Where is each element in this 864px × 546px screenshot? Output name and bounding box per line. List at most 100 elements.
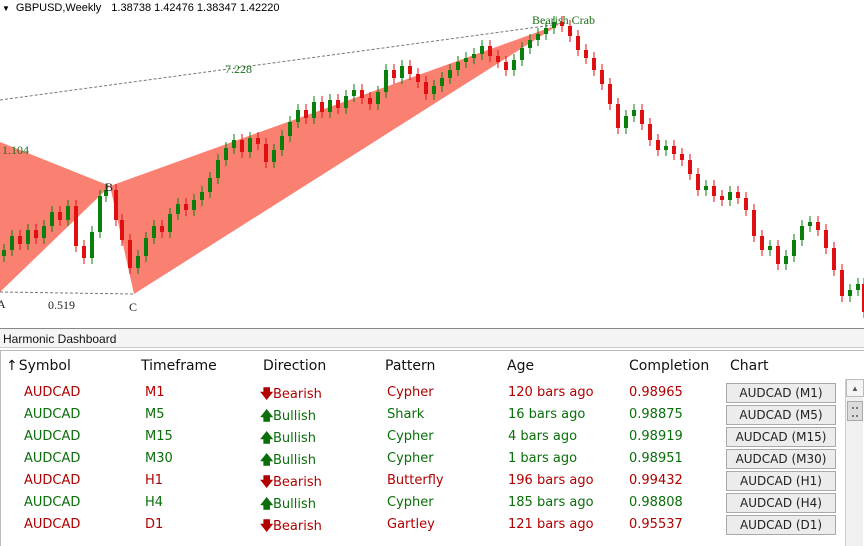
bullish-candle: [176, 204, 180, 214]
cell-pattern: Gartley: [387, 517, 435, 532]
cell-pattern: Cypher: [387, 451, 434, 466]
bullish-candle: [520, 48, 524, 60]
bullish-candle: [544, 28, 548, 34]
column-header-timeframe[interactable]: Timeframe: [141, 358, 217, 374]
bearish-candle: [736, 192, 740, 198]
bullish-candle: [104, 190, 108, 196]
bullish-candle: [312, 102, 316, 118]
chart-canvas[interactable]: [0, 0, 864, 326]
bearish-candle: [336, 100, 340, 108]
bullish-candle: [432, 86, 436, 94]
cell-timeframe: D1: [145, 517, 164, 532]
cell-direction: 🡇Bearish: [260, 473, 322, 495]
point-b-label: B: [105, 180, 114, 194]
bearish-candle: [816, 222, 820, 230]
dropdown-triangle-icon[interactable]: ▼: [2, 3, 10, 13]
price-chart[interactable]: ▼ GBPUSD,Weekly 1.38738 1.42476 1.38347 …: [0, 0, 864, 326]
bearish-candle: [840, 270, 844, 296]
panel-title-bar[interactable]: Harmonic Dashboard: [0, 328, 864, 348]
column-header-completion[interactable]: Completion: [629, 358, 709, 374]
bullish-candle: [10, 236, 14, 250]
bullish-candle: [376, 92, 380, 104]
open-chart-button[interactable]: AUDCAD (H4): [726, 493, 836, 513]
scroll-thumb[interactable]: [847, 401, 863, 421]
column-header-chart[interactable]: Chart: [730, 358, 768, 374]
dashboard-table: ↑Symbol Timeframe Direction Pattern Age Compl…: [0, 350, 864, 546]
cell-age: 185 bars ago: [508, 495, 594, 510]
bullish-candle: [98, 196, 102, 232]
bullish-candle: [848, 290, 852, 296]
bearish-candle: [240, 140, 244, 152]
cell-direction: 🡅Bullish: [260, 495, 316, 517]
cell-symbol: AUDCAD: [24, 473, 81, 488]
cell-completion: 0.95537: [629, 517, 683, 532]
bearish-candle: [160, 226, 164, 232]
harmonic-pattern: [0, 23, 561, 295]
bearish-candle: [304, 110, 308, 118]
pattern-label: Bearish Crab: [532, 13, 595, 27]
cell-completion: 0.98919: [629, 429, 683, 444]
open-chart-button[interactable]: AUDCAD (M15): [726, 427, 836, 447]
bullish-candle: [224, 148, 228, 160]
cell-direction: 🡅Bullish: [260, 407, 316, 429]
open-chart-button[interactable]: AUDCAD (H1): [726, 471, 836, 491]
open-chart-button[interactable]: AUDCAD (M30): [726, 449, 836, 469]
bullish-candle: [136, 256, 140, 268]
direction-label: Bullish: [273, 497, 317, 512]
bullish-candle: [800, 226, 804, 240]
bearish-candle: [392, 70, 396, 78]
column-header-direction[interactable]: Direction: [263, 358, 326, 374]
bullish-candle: [792, 240, 796, 256]
column-header-pattern[interactable]: Pattern: [385, 358, 435, 374]
scrollbar[interactable]: ▲: [845, 379, 864, 546]
scroll-up-arrow-icon[interactable]: ▲: [846, 379, 864, 397]
bullish-candle: [384, 70, 388, 92]
up-arrow-icon: 🡅: [260, 431, 274, 446]
column-header-symbol[interactable]: ↑Symbol: [6, 358, 71, 374]
direction-label: Bearish: [273, 475, 322, 490]
bullish-candle: [192, 200, 196, 210]
bearish-candle: [600, 70, 604, 84]
open-chart-button[interactable]: AUDCAD (M1): [726, 383, 836, 403]
chart-header: ▼ GBPUSD,Weekly 1.38738 1.42476 1.38347 …: [2, 2, 280, 14]
direction-label: Bullish: [273, 409, 317, 424]
cell-direction: 🡅Bullish: [260, 429, 316, 451]
column-header-age[interactable]: Age: [507, 358, 534, 374]
bearish-candle: [114, 190, 118, 220]
cell-direction: 🡅Bullish: [260, 451, 316, 473]
down-arrow-icon: 🡇: [260, 519, 274, 534]
bullish-candle: [50, 212, 54, 226]
bullish-candle: [536, 34, 540, 40]
bullish-candle: [624, 116, 628, 128]
bullish-candle: [632, 110, 636, 116]
bearish-candle: [640, 110, 644, 124]
bullish-candle: [400, 66, 404, 78]
cell-pattern: Cypher: [387, 429, 434, 444]
cell-symbol: AUDCAD: [24, 495, 81, 510]
bullish-candle: [216, 160, 220, 178]
sort-up-arrow-icon[interactable]: ↑: [6, 358, 18, 374]
bullish-candle: [664, 146, 668, 150]
bearish-candle: [424, 82, 428, 94]
bearish-candle: [648, 124, 652, 140]
cell-timeframe: H1: [145, 473, 164, 488]
up-arrow-icon: 🡅: [260, 453, 274, 468]
bullish-candle: [288, 122, 292, 136]
bullish-candle: [272, 150, 276, 162]
cell-symbol: AUDCAD: [24, 429, 81, 444]
bearish-candle: [504, 62, 508, 70]
up-arrow-icon: 🡅: [260, 409, 274, 424]
bullish-candle: [552, 22, 556, 28]
column-header-label: Completion: [629, 358, 710, 374]
bearish-candle: [120, 220, 124, 240]
bullish-candle: [456, 62, 460, 70]
open-chart-button[interactable]: AUDCAD (M5): [726, 405, 836, 425]
open-chart-button[interactable]: AUDCAD (D1): [726, 515, 836, 535]
bullish-candle: [248, 138, 252, 152]
cell-age: 120 bars ago: [508, 385, 594, 400]
bearish-candle: [408, 66, 412, 74]
bullish-candle: [144, 238, 148, 256]
bullish-candle: [26, 230, 30, 244]
cell-completion: 0.98875: [629, 407, 683, 422]
bearish-candle: [18, 236, 22, 244]
